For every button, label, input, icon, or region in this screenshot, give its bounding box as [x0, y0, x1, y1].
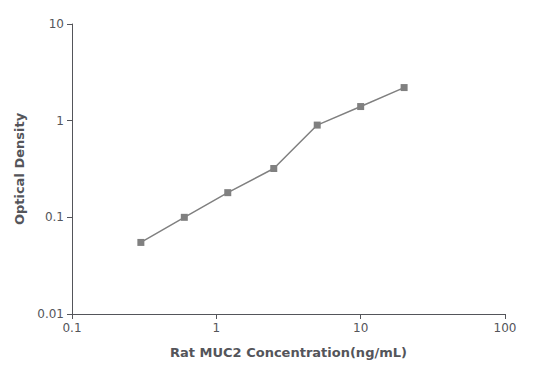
svg-text:1: 1 — [56, 114, 64, 128]
svg-text:10: 10 — [353, 321, 368, 335]
svg-text:0.1: 0.1 — [62, 321, 81, 335]
svg-text:Rat MUC2 Concentration(ng/mL): Rat MUC2 Concentration(ng/mL) — [170, 345, 407, 360]
svg-text:0.01: 0.01 — [37, 307, 64, 321]
svg-text:1: 1 — [213, 321, 221, 335]
svg-text:Optical Density: Optical Density — [12, 112, 27, 225]
svg-text:100: 100 — [494, 321, 517, 335]
svg-text:10: 10 — [49, 17, 64, 31]
svg-text:0.1: 0.1 — [45, 210, 64, 224]
